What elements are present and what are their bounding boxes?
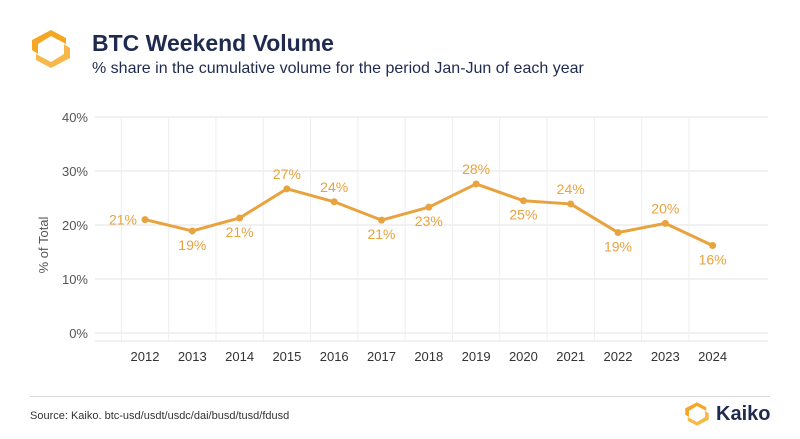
y-tick-label: 40% xyxy=(62,110,88,125)
data-label: 20% xyxy=(651,200,679,216)
x-tick-label: 2016 xyxy=(320,349,349,364)
footer-divider xyxy=(30,396,770,397)
kaiko-logo-icon xyxy=(32,30,70,68)
data-label: 19% xyxy=(604,239,632,255)
grid-lines xyxy=(95,116,768,342)
x-tick-label: 2020 xyxy=(509,349,538,364)
data-point xyxy=(283,185,291,193)
data-point xyxy=(378,216,385,224)
data-label: 21% xyxy=(367,226,395,242)
kaiko-brand-icon xyxy=(685,402,709,426)
chart-title: BTC Weekend Volume xyxy=(92,30,334,56)
data-point xyxy=(141,216,149,224)
chart-subtitle: % share in the cumulative volume for the… xyxy=(92,60,584,77)
data-label: 21% xyxy=(109,212,137,228)
x-tick-label: 2015 xyxy=(272,349,301,364)
brand-logo: Kaiko xyxy=(684,400,770,428)
data-point xyxy=(709,242,717,250)
y-tick-label: 0% xyxy=(69,326,88,341)
data-label: 25% xyxy=(509,207,537,223)
data-point xyxy=(519,197,527,205)
data-label: 23% xyxy=(415,213,443,229)
data-points xyxy=(141,180,717,250)
x-tick-label: 2021 xyxy=(556,349,585,364)
data-point xyxy=(188,227,196,235)
data-point xyxy=(661,219,669,227)
data-point xyxy=(472,180,480,188)
y-tick-label: 10% xyxy=(62,272,88,287)
data-point xyxy=(330,198,338,206)
data-label: 21% xyxy=(226,224,254,240)
brand-name: Kaiko xyxy=(716,402,771,425)
y-tick-label: 30% xyxy=(62,164,88,179)
data-label: 24% xyxy=(320,179,348,195)
data-point xyxy=(425,203,433,211)
y-axis-ticks: 0% 10% 20% 30% 40% xyxy=(62,110,88,341)
x-tick-label: 2018 xyxy=(414,349,443,364)
data-point xyxy=(614,229,622,237)
x-axis-ticks: 2012 2013 2014 2015 2016 2017 2018 2019 2020 2021… xyxy=(131,349,728,364)
data-label: 19% xyxy=(178,237,206,253)
x-tick-label: 2024 xyxy=(698,349,727,364)
source-note: Source: Kaiko. btc-usd/usdt/usdc/dai/bus… xyxy=(30,410,290,422)
x-tick-label: 2012 xyxy=(131,349,160,364)
data-point xyxy=(567,200,575,208)
data-label: 24% xyxy=(557,181,585,197)
x-tick-label: 2014 xyxy=(225,349,254,364)
x-tick-label: 2013 xyxy=(178,349,207,364)
data-label: 28% xyxy=(462,161,490,177)
data-label: 16% xyxy=(699,252,727,268)
x-tick-label: 2017 xyxy=(367,349,396,364)
data-label: 27% xyxy=(273,166,301,182)
x-tick-label: 2022 xyxy=(604,349,633,364)
data-point xyxy=(236,214,244,222)
x-tick-label: 2023 xyxy=(651,349,680,364)
x-tick-label: 2019 xyxy=(462,349,491,364)
y-axis-label: % of Total xyxy=(36,216,51,273)
data-labels: 21% 19% 21% 27% 24% 21% 23% 28% 25% 24% 19% 20% 16% xyxy=(109,161,727,268)
y-tick-label: 20% xyxy=(62,218,88,233)
